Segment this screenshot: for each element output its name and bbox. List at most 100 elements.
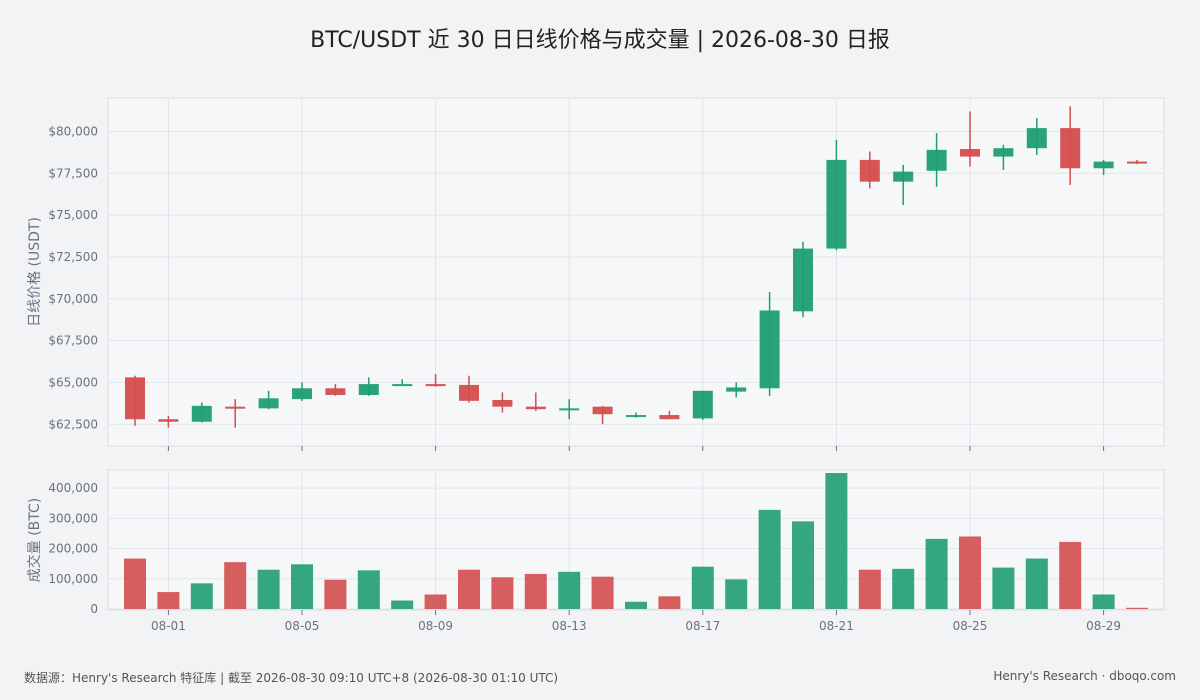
price-plot-area — [107, 97, 1165, 447]
volume-bar — [758, 509, 781, 609]
candle-body — [1127, 161, 1147, 164]
volume-bar — [257, 569, 280, 609]
volume-bars — [124, 473, 1148, 609]
price-y-tick-label: $80,000 — [48, 124, 98, 138]
candle-body — [158, 419, 179, 422]
volume-y-tick-label: 0 — [90, 602, 98, 616]
volume-bar — [1025, 558, 1048, 609]
x-tick-label: 08-01 — [151, 619, 186, 633]
volume-y-tick-labels: 0 100,000 200,000 300,000 400,000 — [48, 481, 98, 616]
volume-plot-area — [107, 469, 1165, 611]
candle-body — [1060, 128, 1081, 169]
volume-bar — [625, 601, 647, 609]
candle-body — [292, 388, 312, 400]
candle-body — [358, 384, 379, 395]
volume-y-axis-label: 成交量 (BTC) — [26, 498, 43, 583]
candle-body — [225, 406, 246, 409]
candle-body — [492, 399, 513, 407]
volume-bar — [291, 564, 313, 609]
price-grid — [108, 98, 1164, 446]
candle-body — [592, 406, 613, 415]
candle-body — [1093, 161, 1114, 169]
candle-body — [826, 159, 847, 249]
price-panel: $62,500 $65,000 $67,500 $70,000 $72,500 $75,0… — [27, 97, 1165, 451]
x-tick-label: 08-13 — [552, 619, 587, 633]
candle-body — [459, 384, 479, 401]
candle-body — [893, 171, 914, 182]
volume-bar — [725, 579, 748, 609]
candle-body — [626, 415, 646, 418]
candle-body — [793, 248, 813, 312]
price-y-tick-label: $70,000 — [48, 292, 98, 306]
volume-bar — [157, 592, 180, 609]
volume-bar — [1126, 607, 1148, 609]
volume-bar — [691, 566, 714, 609]
volume-bar — [458, 569, 480, 609]
candle-body — [258, 398, 279, 409]
price-y-tick-label: $65,000 — [48, 375, 98, 389]
volume-bar — [858, 569, 881, 609]
candles — [125, 106, 1147, 428]
volume-bar — [992, 567, 1015, 609]
volume-bar — [558, 571, 581, 609]
candle-body — [993, 148, 1014, 157]
volume-bar — [658, 596, 681, 609]
volume-bar — [524, 573, 547, 609]
price-y-axis-label: 日线价格 (USDT) — [27, 217, 43, 327]
price-y-tick-label: $75,000 — [48, 208, 98, 222]
candle-body — [926, 149, 947, 171]
volume-y-tick-label: 300,000 — [48, 511, 98, 525]
candle-body — [759, 310, 780, 389]
volume-y-tick-label: 100,000 — [48, 572, 98, 586]
volume-y-tick-label: 200,000 — [48, 542, 98, 556]
volume-bar — [792, 521, 814, 609]
volume-y-tick-label: 400,000 — [48, 481, 98, 495]
candle-body — [425, 384, 446, 387]
price-y-tick-label: $62,500 — [48, 417, 98, 431]
candle-body — [960, 149, 980, 157]
candle-body — [726, 387, 747, 392]
volume-x-tick-labels: 08-01 08-05 08-09 08-13 08-17 08-21 08-25 08-29 — [151, 610, 1121, 633]
x-tick-label: 08-21 — [819, 619, 854, 633]
price-y-tick-label: $72,500 — [48, 250, 98, 264]
x-tick-label: 08-29 — [1086, 619, 1121, 633]
x-tick-label: 08-17 — [685, 619, 720, 633]
candle-body — [859, 159, 880, 182]
volume-bar — [190, 583, 213, 609]
candle-body — [659, 415, 680, 420]
volume-bar — [491, 577, 514, 609]
candle-body — [392, 384, 413, 387]
brand-credit: Henry's Research · dboqo.com — [993, 669, 1176, 683]
candle-body — [325, 388, 346, 395]
candle-body — [559, 408, 580, 411]
x-tick-label: 08-25 — [953, 619, 988, 633]
volume-bar — [591, 576, 614, 609]
candle-body — [692, 390, 713, 419]
candle-body — [125, 377, 145, 420]
candle-body — [525, 406, 546, 410]
volume-bar — [1059, 541, 1082, 609]
volume-bar — [357, 570, 380, 609]
volume-bar — [124, 558, 146, 609]
volume-panel: 0 100,000 200,000 300,000 400,000 08-01 08-05… — [26, 469, 1165, 633]
x-tick-label: 08-09 — [418, 619, 453, 633]
candle-body — [191, 405, 212, 422]
price-x-ticks — [167, 446, 1105, 451]
volume-bar — [925, 538, 948, 609]
price-y-tick-label: $77,500 — [48, 166, 98, 180]
price-y-tick-label: $67,500 — [48, 334, 98, 348]
volume-bar — [892, 568, 915, 609]
x-tick-label: 08-05 — [285, 619, 320, 633]
volume-bar — [324, 579, 347, 609]
candle-body — [1026, 128, 1047, 149]
volume-bar — [424, 594, 447, 609]
volume-bar — [825, 473, 848, 609]
price-y-tick-labels: $62,500 $65,000 $67,500 $70,000 $72,500 $75,0… — [48, 124, 98, 431]
chart-title: BTC/USDT 近 30 日日线价格与成交量 | 2026-08-30 日报 — [310, 28, 890, 53]
data-source-note: 数据源：Henry's Research 特征库 | 截至 2026-08-30… — [24, 671, 559, 685]
volume-bar — [391, 600, 414, 609]
volume-bar — [959, 536, 981, 609]
volume-bar — [224, 562, 247, 609]
volume-bar — [1092, 594, 1115, 609]
